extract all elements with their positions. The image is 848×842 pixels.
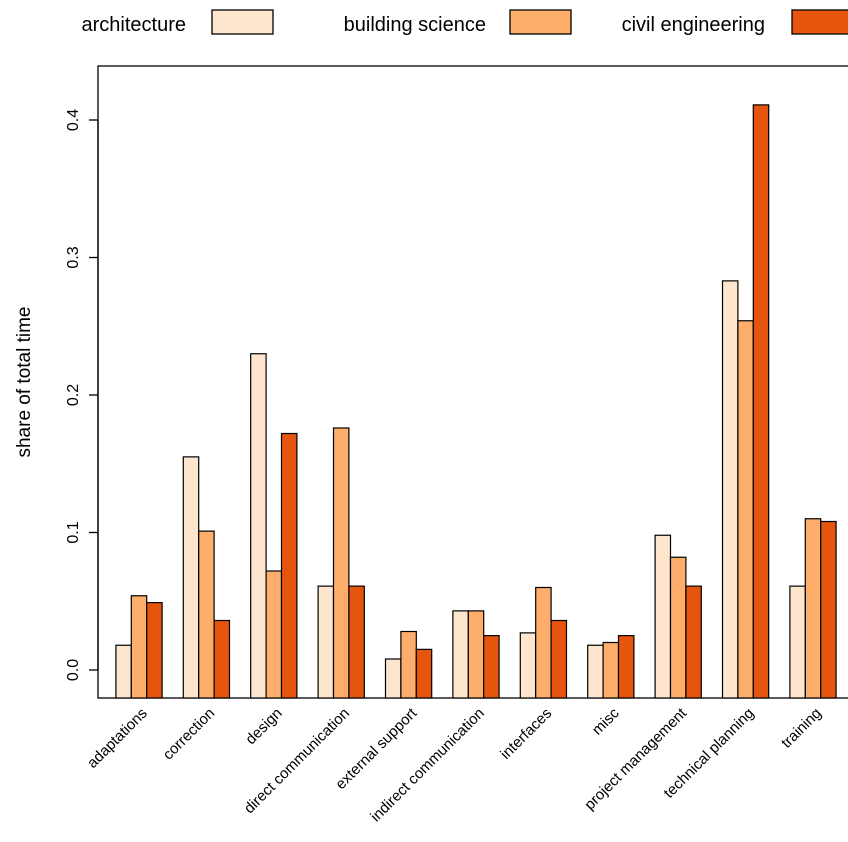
bar-building-science-correction xyxy=(198,530,215,699)
legend-swatch-civil-engineering xyxy=(791,9,848,35)
x-tick-label-design: design xyxy=(242,705,285,748)
y-tick-label: 0.0 xyxy=(65,659,82,681)
bar-building-science-technical-planning xyxy=(737,320,754,699)
bar-architecture-technical-planning xyxy=(721,280,739,699)
y-tick-label: 0.3 xyxy=(65,246,82,268)
bar-building-science-direct-communication xyxy=(332,427,350,699)
x-tick-label-interfaces: interfaces xyxy=(497,705,555,763)
bar-civil-engineering-training xyxy=(820,520,837,699)
bar-architecture-external-support xyxy=(384,658,402,699)
bar-civil-engineering-design xyxy=(280,432,298,699)
bar-building-science-misc xyxy=(602,641,620,699)
x-tick-label-indirect-communication: indirect communication xyxy=(367,705,487,825)
bar-architecture-direct-communication xyxy=(317,585,335,699)
legend-label-building-science: building science xyxy=(344,14,486,36)
bar-civil-engineering-adaptations xyxy=(146,602,163,699)
bars xyxy=(115,104,837,699)
bar-building-science-project-management xyxy=(669,556,687,699)
bar-building-science-training xyxy=(804,518,822,699)
x-tick-label-correction: correction xyxy=(160,705,219,764)
bar-civil-engineering-interfaces xyxy=(550,619,568,699)
legend-label-civil-engineering: civil engineering xyxy=(622,14,765,36)
bar-civil-engineering-project-management xyxy=(685,585,702,699)
bar-building-science-design xyxy=(265,570,283,699)
bar-civil-engineering-external-support xyxy=(415,648,433,699)
y-tick-label: 0.2 xyxy=(65,384,82,406)
x-tick-label-adaptations: adaptations xyxy=(84,705,151,772)
x-tick-label-misc: misc xyxy=(589,704,623,738)
bar-civil-engineering-indirect-communication xyxy=(483,635,500,699)
bar-architecture-design xyxy=(250,353,267,699)
bar-architecture-training xyxy=(789,585,806,699)
bar-civil-engineering-correction xyxy=(213,619,231,699)
legend: architecture building science civil engi… xyxy=(82,9,848,36)
bar-architecture-correction xyxy=(182,456,200,699)
bar-architecture-indirect-communication xyxy=(452,610,469,699)
bar-building-science-indirect-communication xyxy=(467,610,485,699)
bar-architecture-interfaces xyxy=(519,632,537,699)
bar-architecture-project-management xyxy=(654,534,672,699)
legend-swatch-architecture xyxy=(211,9,274,35)
y-tick-label: 0.1 xyxy=(65,521,82,543)
legend-swatch-building-science xyxy=(509,9,572,35)
bar-civil-engineering-technical-planning xyxy=(752,104,770,699)
x-tick-label-training: training xyxy=(778,705,825,752)
bar-building-science-adaptations xyxy=(130,595,148,699)
legend-label-architecture: architecture xyxy=(82,14,187,36)
y-tick-label: 0.4 xyxy=(65,109,82,131)
bar-building-science-interfaces xyxy=(535,586,552,699)
bar-architecture-adaptations xyxy=(115,644,132,699)
y-axis: 0.0 0.1 0.2 0.3 0.4 xyxy=(65,109,99,681)
bar-civil-engineering-direct-communication xyxy=(348,585,365,699)
bar-architecture-misc xyxy=(587,644,604,699)
bar-civil-engineering-misc xyxy=(617,635,635,699)
bar-building-science-external-support xyxy=(400,630,417,699)
y-axis-label: share of total time xyxy=(14,306,35,457)
